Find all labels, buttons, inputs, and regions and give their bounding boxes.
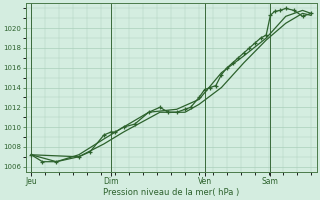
X-axis label: Pression niveau de la mer( hPa ): Pression niveau de la mer( hPa ) <box>103 188 239 197</box>
